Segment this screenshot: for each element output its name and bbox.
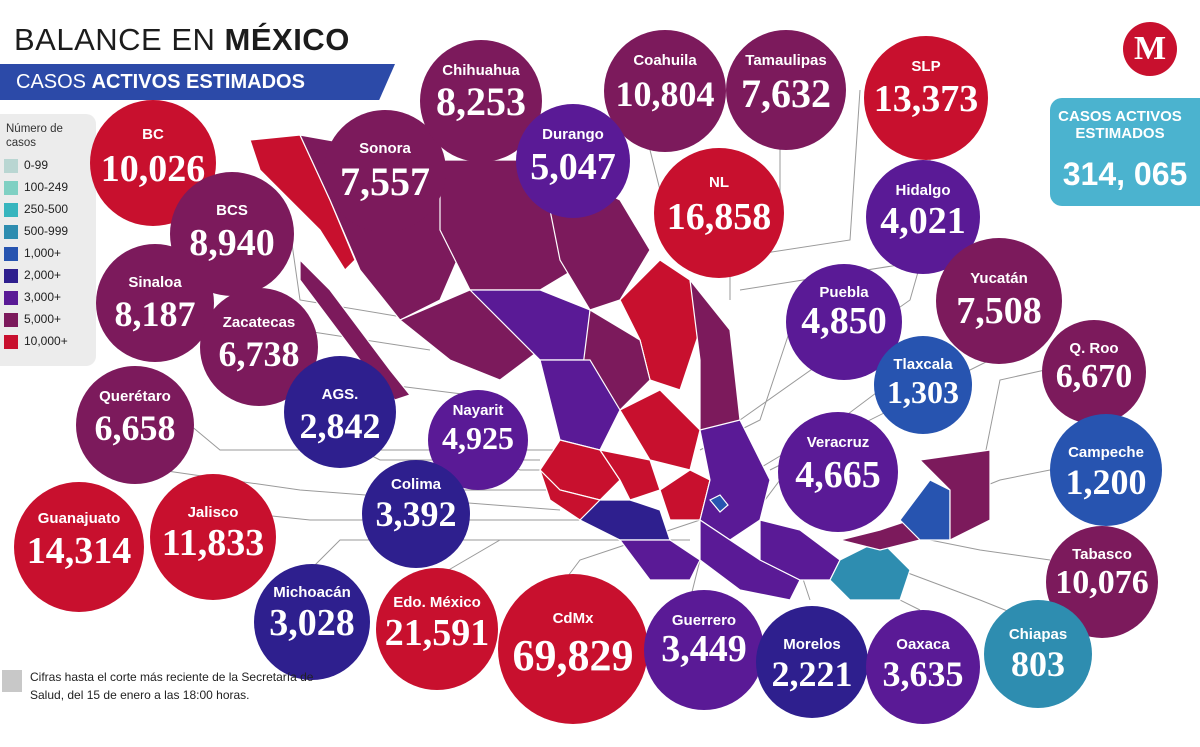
total-value: 314, 065 [1062, 156, 1188, 192]
footnote: Cifras hasta el corte más reciente de la… [30, 670, 314, 702]
state-bubble-slp: SLP 13,373 [864, 36, 988, 160]
state-bubble-cdmx: CdMx 69,829 [498, 574, 648, 724]
state-bubble-nl: NL 16,858 [654, 148, 784, 278]
state-bubble-durango: Durango 5,047 [516, 104, 630, 218]
state-bubble-veracruz: Veracruz 4,665 [778, 412, 898, 532]
legend-item: 5,000+ [4, 310, 61, 328]
state-bubble-sonora: Sonora 7,557 [324, 110, 446, 232]
state-bubble-guerrero: Guerrero 3,449 [644, 590, 764, 710]
state-bubble-tamaulipas: Tamaulipas 7,632 [726, 30, 846, 150]
legend-item: 500-999 [4, 222, 68, 240]
total-label: CASOS ACTIVOS ESTIMADOS [1058, 108, 1182, 142]
brand-logo: M [1123, 22, 1177, 76]
page-title: BALANCE EN MÉXICO [14, 22, 350, 58]
subtitle-bold: ACTIVOS ESTIMADOS [91, 71, 305, 93]
title-light: BALANCE EN [14, 22, 225, 57]
legend-item: 1,000+ [4, 244, 61, 262]
state-bubble-guanajuato: Guanajuato 14,314 [14, 482, 144, 612]
legend-item: 3,000+ [4, 288, 61, 306]
title-bold: MÉXICO [224, 22, 350, 57]
state-bubble-hidalgo: Hidalgo 4,021 [866, 160, 980, 274]
legend-item: 10,000+ [4, 332, 68, 350]
legend-swatch [4, 334, 18, 349]
legend-item: 2,000+ [4, 266, 61, 284]
state-bubble-coahuila: Coahuila 10,804 [604, 30, 726, 152]
legend-swatch [4, 180, 18, 195]
state-bubble-q-roo: Q. Roo 6,670 [1042, 320, 1146, 424]
legend-title: Número de casos [6, 123, 63, 149]
subtitle-banner: CASOS ACTIVOS ESTIMADOS [0, 64, 395, 100]
footnote-marker [2, 670, 22, 692]
state-bubble-oaxaca: Oaxaca 3,635 [866, 610, 980, 724]
state-bubble-colima: Colima 3,392 [362, 460, 470, 568]
state-bubble-sinaloa: Sinaloa 8,187 [96, 244, 214, 362]
legend: Número de casos 0-99 100-249 250-500 500… [0, 114, 96, 366]
state-bubble-yucatan: Yucatán 7,508 [936, 238, 1062, 364]
legend-swatch [4, 202, 18, 217]
legend-swatch [4, 290, 18, 305]
state-bubble-michoacan: Michoacán 3,028 [254, 564, 370, 680]
total-active-cases-box: CASOS ACTIVOS ESTIMADOS 314, 065 [1050, 98, 1200, 206]
legend-swatch [4, 224, 18, 239]
subtitle-light: CASOS [16, 71, 92, 93]
state-bubble-chiapas: Chiapas 803 [984, 600, 1092, 708]
state-bubble-chihuahua: Chihuahua 8,253 [420, 40, 542, 162]
state-bubble-campeche: Campeche 1,200 [1050, 414, 1162, 526]
legend-item: 0-99 [4, 156, 48, 174]
legend-swatch [4, 312, 18, 327]
state-bubble-morelos: Morelos 2,221 [756, 606, 868, 718]
state-bubble-tlaxcala: Tlaxcala 1,303 [874, 336, 972, 434]
legend-swatch [4, 268, 18, 283]
legend-item: 250-500 [4, 200, 68, 218]
legend-swatch [4, 246, 18, 261]
legend-item: 100-249 [4, 178, 68, 196]
state-bubble-queretaro: Querétaro 6,658 [76, 366, 194, 484]
state-bubble-jalisco: Jalisco 11,833 [150, 474, 276, 600]
state-bubble-edo-mexico: Edo. México 21,591 [376, 568, 498, 690]
legend-swatch [4, 158, 18, 173]
state-bubble-puebla: Puebla 4,850 [786, 264, 902, 380]
state-bubble-ags: AGS. 2,842 [284, 356, 396, 468]
